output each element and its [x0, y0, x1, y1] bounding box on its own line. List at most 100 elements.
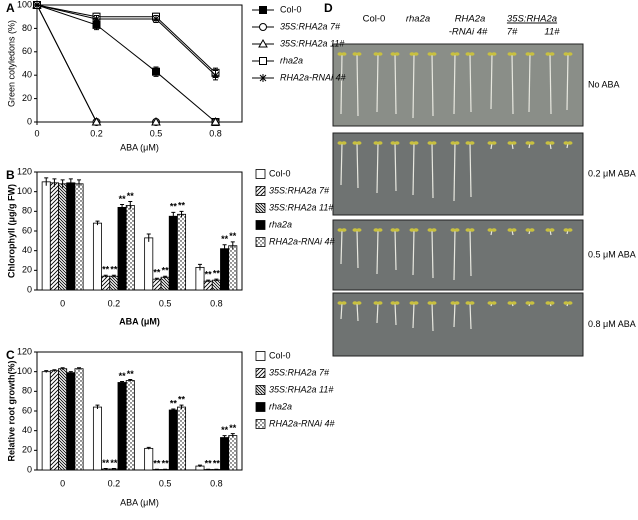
legend-swatch [255, 203, 266, 213]
bar [49, 182, 59, 291]
y-tick-label: 20 [22, 265, 32, 275]
cotyledon [409, 301, 415, 305]
cotyledon [377, 52, 383, 56]
legend-label: 35S:RHA2a 7# [269, 185, 330, 195]
error-bar [44, 370, 49, 373]
x-axis-label: ABA (μM) [120, 497, 159, 507]
y-tick-label: 20 [22, 93, 32, 103]
y-tick-label: 60 [22, 405, 32, 415]
significance: ** [205, 270, 213, 280]
legend-label: 35S:RHA2a 11# [269, 384, 334, 394]
cotyledon [356, 52, 362, 56]
x-tick-label: 0.5 [159, 478, 172, 488]
legend-swatch [255, 402, 266, 412]
cotyledon [431, 228, 437, 232]
cotyledon [549, 141, 555, 145]
cotyledon [337, 52, 343, 56]
cotyledon [373, 301, 379, 305]
seedling [453, 229, 456, 281]
legend-label: RHA2a-RNAi 4# [269, 418, 336, 428]
significance: ** [178, 201, 186, 211]
legend-swatch [255, 237, 266, 247]
x-tick-label: 0.2 [108, 298, 121, 308]
seedling [511, 53, 514, 115]
bar [125, 380, 135, 471]
significance: ** [162, 459, 170, 469]
error-bar [52, 369, 57, 372]
cotyledon [373, 228, 379, 232]
error-bar [222, 244, 227, 253]
legend-swatch [255, 368, 266, 378]
cotyledon [563, 141, 569, 145]
error-bar [206, 468, 211, 470]
cotyledon [454, 52, 460, 56]
cotyledon [545, 52, 551, 56]
y-tick-label: 120 [17, 346, 32, 356]
legend-swatch [255, 385, 266, 395]
seedling [431, 302, 434, 332]
significance: ** [119, 371, 127, 381]
cotyledon [525, 228, 531, 232]
error-bar [44, 177, 49, 186]
marker [91, 116, 102, 126]
cotyledon [469, 228, 475, 232]
seedling [490, 53, 493, 110]
cotyledon [450, 141, 456, 145]
y-tick-label: 120 [17, 166, 32, 176]
cotyledon [341, 141, 347, 145]
legend-label: Col-0 [269, 350, 291, 360]
y-tick-label: 40 [22, 245, 32, 255]
error-bar [77, 367, 82, 370]
significance: ** [170, 202, 178, 212]
cotyledon [431, 52, 437, 56]
panel-label: A [6, 1, 15, 15]
column-label: Col-0 [363, 14, 386, 25]
cotyledon [563, 228, 569, 232]
column-label: 7# [507, 27, 518, 38]
bar [144, 237, 154, 291]
y-axis-label: Green cotyledons (%) [6, 20, 16, 107]
significance: ** [102, 458, 110, 468]
y-axis-label: Relative root growth(%) [6, 360, 16, 461]
bar [66, 182, 76, 291]
cotyledon [409, 228, 415, 232]
photo: Col-0 rha2a RHA2a -RNAi 4# 35S:RHA2a 7# … [332, 14, 636, 357]
error-bar [120, 203, 125, 211]
cotyledon [529, 141, 535, 145]
significance: ** [110, 265, 118, 275]
cotyledon [529, 52, 535, 56]
legend-label: Col-0 [269, 168, 291, 178]
bar [101, 275, 111, 291]
seedling [356, 229, 359, 269]
line [36, 4, 216, 123]
column-label: -RNAi 4# [449, 27, 488, 38]
x-tick-label: 0 [60, 298, 65, 308]
seedling [356, 302, 359, 322]
legend-label: 35S:RHA2a 7# [269, 367, 330, 377]
row-label: 0.2 μM ABA [588, 168, 636, 178]
cotyledon [413, 52, 419, 56]
legend-label: rha2a [269, 219, 292, 229]
significance: ** [153, 268, 161, 278]
marker [259, 23, 267, 31]
column-label: rha2a [406, 14, 430, 25]
legend-swatch [255, 351, 266, 361]
marker [151, 116, 161, 126]
error-bar [179, 404, 184, 410]
seedling [340, 229, 343, 265]
cotyledon [390, 228, 396, 232]
cotyledon [567, 141, 573, 145]
bar [41, 371, 51, 471]
cotyledon [413, 228, 419, 232]
seedling [412, 302, 415, 329]
legend-label: RHA2a-RNAi 4# [269, 236, 336, 246]
marker [152, 15, 160, 24]
cotyledon [525, 141, 531, 145]
cotyledon [352, 52, 358, 56]
marker [259, 74, 267, 82]
cotyledon [341, 52, 347, 56]
error-bar [60, 367, 65, 370]
cotyledon [390, 141, 396, 145]
cotyledon [413, 141, 419, 145]
panel-label: C [6, 348, 15, 362]
